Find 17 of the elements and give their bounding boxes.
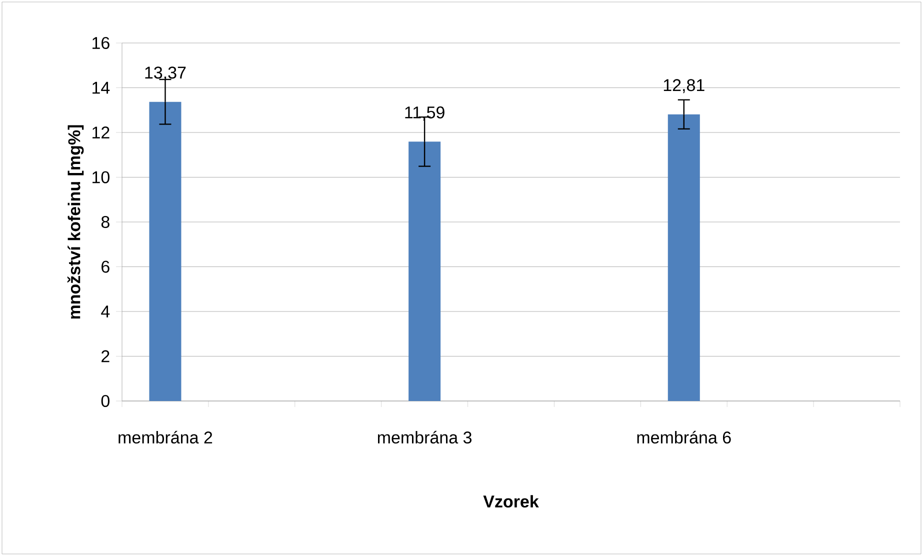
x-tick-label: membrána 6 [637, 430, 731, 444]
y-tick-label: 16 [92, 36, 110, 50]
y-tick-label: 4 [101, 306, 110, 318]
data-label: 12,81 [664, 79, 704, 94]
y-axis-title: množství kofeinu [mg%] [67, 125, 84, 319]
y-tick-label: 10 [92, 171, 110, 184]
y-tick-label: 14 [92, 82, 110, 94]
x-tick-label: membrána 2 [118, 430, 212, 444]
x-axis-title: Vzorek [483, 495, 539, 508]
y-tick-label: 12 [92, 126, 110, 138]
data-label: 13,37 [145, 66, 186, 81]
y-tick-label: 8 [101, 216, 110, 228]
y-tick-label: 6 [102, 260, 110, 273]
y-tick-label: 2 [102, 350, 110, 362]
data-label: 11,59 [405, 106, 444, 120]
y-tick-label: 0 [101, 394, 110, 408]
x-tick-label: membrána 3 [378, 430, 472, 444]
